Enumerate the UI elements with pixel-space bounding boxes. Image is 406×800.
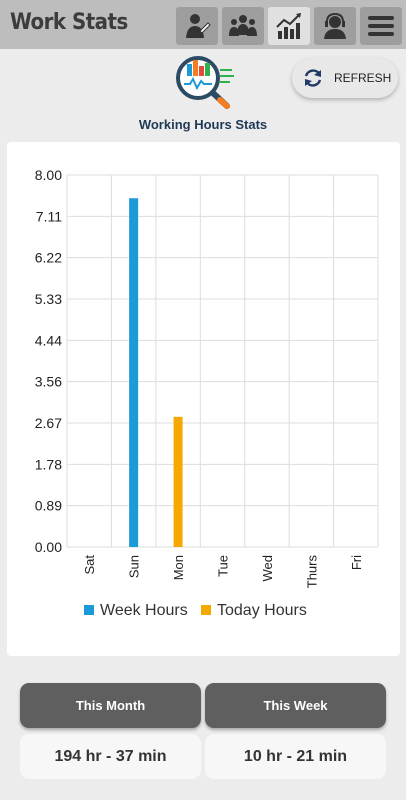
refresh-label: REFRESH [334, 71, 392, 85]
x-tick-label: Fri [349, 555, 364, 570]
legend-label: Week Hours [100, 602, 188, 619]
x-tick-label: Sun [127, 555, 142, 578]
stats-chart-icon [276, 13, 301, 39]
x-tick-label: Wed [260, 555, 275, 582]
legend-swatch [201, 605, 211, 615]
y-tick-label: 0.00 [35, 539, 62, 555]
page-title: Working Hours Stats [138, 117, 268, 132]
legend-label: Today Hours [217, 602, 307, 619]
y-tick-label: 2.67 [35, 415, 62, 431]
chart-card: 0.00 0.89 1.78 2.67 3.56 4.44 5.33 6.22 7.11 8.00… [7, 142, 400, 656]
top-bar: Work Stats [0, 0, 406, 49]
refresh-icon [304, 69, 322, 87]
stats-magnifier-icon [176, 56, 234, 109]
y-tick-label: 6.22 [35, 250, 62, 266]
month-hours-value: 194 hr - 37 min [20, 734, 201, 779]
this-month-button[interactable]: This Month [20, 683, 201, 728]
nav-stats-button[interactable] [268, 7, 310, 45]
y-tick-label: 0.89 [35, 498, 62, 514]
y-tick-label: 1.78 [35, 456, 62, 472]
x-tick-label: Mon [171, 555, 186, 580]
bar-week-hours [129, 198, 139, 547]
this-week-button[interactable]: This Week [205, 683, 386, 728]
nav-employee-button[interactable] [176, 7, 218, 45]
y-tick-label: 7.11 [36, 208, 62, 224]
x-tick-label: Thurs [304, 555, 319, 589]
team-icon [229, 15, 257, 36]
refresh-button[interactable]: REFRESH [292, 58, 398, 98]
x-tick-label: Tue [216, 555, 231, 577]
bar-today-hours [173, 416, 183, 547]
employee-icon [186, 14, 211, 38]
week-hours-value: 10 hr - 21 min [205, 734, 386, 779]
working-hours-bar-chart: 0.00 0.89 1.78 2.67 3.56 4.44 5.33 6.22 7.11 8.00… [35, 167, 379, 619]
y-tick-label: 4.44 [35, 332, 62, 348]
support-agent-icon [324, 12, 346, 39]
nav-support-button[interactable] [314, 7, 356, 45]
x-tick-label: Sat [82, 555, 97, 575]
legend-swatch [84, 605, 94, 615]
nav-menu-button[interactable] [360, 7, 402, 45]
y-tick-label: 5.33 [35, 291, 62, 307]
y-tick-label: 8.00 [35, 167, 62, 183]
menu-icon [368, 16, 394, 36]
nav-team-button[interactable] [222, 7, 264, 45]
app-title: Work Stats [10, 10, 128, 35]
y-tick-label: 3.56 [35, 374, 62, 390]
